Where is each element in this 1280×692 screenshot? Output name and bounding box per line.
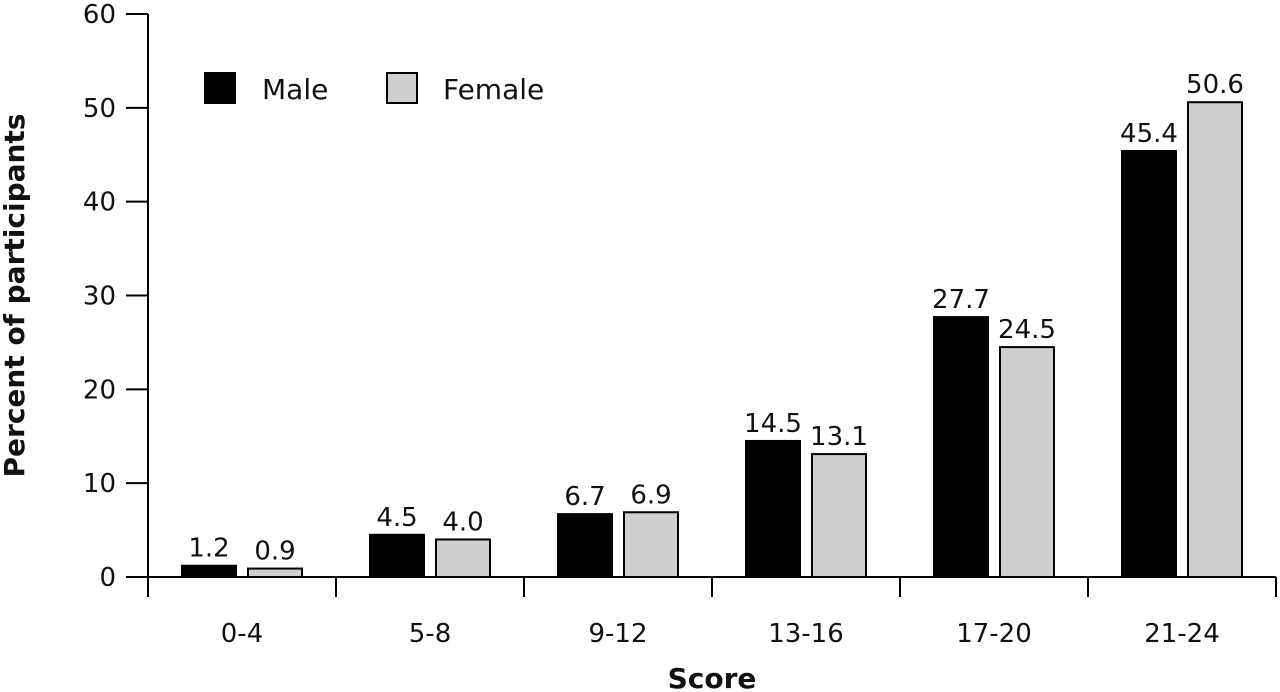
data-label-female: 0.9 — [254, 537, 295, 567]
data-label-male: 27.7 — [932, 285, 990, 315]
y-axis: 0 10 20 30 40 50 60 — [83, 0, 149, 593]
bar-male — [369, 533, 425, 579]
bar-female — [1187, 101, 1243, 578]
x-tick-label: 9-12 — [588, 619, 647, 649]
data-label-male: 14.5 — [744, 409, 802, 439]
x-axis-title: Score — [668, 662, 757, 692]
bar-male — [1121, 149, 1177, 578]
bar-female — [811, 453, 867, 579]
y-tick-label: 10 — [83, 469, 116, 499]
bar-female — [435, 538, 491, 579]
x-tick-label: 17-20 — [956, 619, 1032, 649]
y-tick-label: 40 — [83, 188, 116, 218]
data-label-female: 13.1 — [810, 422, 868, 452]
x-axis: 0-4 5-8 9-12 13-16 17-20 21-24 — [126, 576, 1277, 649]
data-label-female: 24.5 — [998, 315, 1056, 345]
bar-male — [181, 564, 237, 578]
y-axis-title: Percent of participants — [0, 114, 31, 478]
y-tick-label: 50 — [83, 94, 116, 124]
y-tick-label: 60 — [83, 0, 116, 30]
data-label-male: 1.2 — [188, 534, 229, 564]
bar-male — [933, 316, 989, 578]
bars — [181, 101, 1243, 579]
x-tick-label: 13-16 — [768, 619, 844, 649]
data-labels: 1.2 0.9 4.5 4.0 6.7 6.9 14.5 13.1 27.7 24.5 45.4 50… — [188, 70, 1244, 566]
data-label-male: 45.4 — [1120, 119, 1178, 149]
x-tick-label: 21-24 — [1144, 619, 1220, 649]
data-label-male: 4.5 — [376, 503, 417, 533]
bar-male — [745, 439, 801, 579]
bar-male — [557, 513, 613, 578]
y-tick-label: 20 — [83, 375, 116, 405]
x-tick-label: 0-4 — [221, 619, 263, 649]
legend-swatch-female — [386, 72, 418, 104]
bar-female — [247, 567, 303, 578]
legend-label-male: Male — [262, 73, 328, 106]
data-label-female: 4.0 — [442, 507, 483, 537]
y-tick-label: 0 — [99, 563, 116, 593]
legend-swatch-male — [204, 72, 236, 104]
data-label-female: 6.9 — [630, 480, 671, 510]
legend: Male Female — [204, 72, 544, 106]
legend-label-female: Female — [443, 73, 544, 106]
data-label-female: 50.6 — [1186, 70, 1244, 100]
bar-female — [623, 511, 679, 579]
bar-female — [999, 346, 1055, 578]
data-label-male: 6.7 — [564, 482, 605, 512]
y-tick-label: 30 — [83, 282, 116, 312]
x-tick-label: 5-8 — [409, 619, 451, 649]
